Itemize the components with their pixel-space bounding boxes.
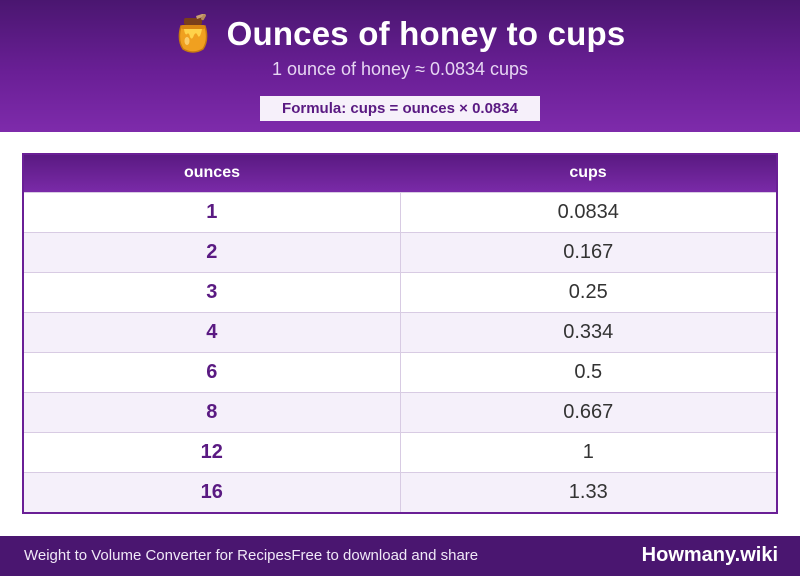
footer-bar: Weight to Volume Converter for RecipesFr… bbox=[0, 536, 800, 576]
table-header-row: ounces cups bbox=[24, 155, 776, 192]
cups-cell: 0.0834 bbox=[400, 191, 776, 232]
cups-cell: 0.334 bbox=[400, 311, 776, 352]
page-title: Ounces of honey to cups bbox=[226, 15, 626, 52]
ounces-cell: 6 bbox=[24, 351, 401, 392]
formula-box: Formula: cups = ounces × 0.0834 bbox=[260, 96, 540, 121]
cups-cell: 0.5 bbox=[400, 351, 776, 392]
table-row: 1 0.0834 bbox=[24, 191, 776, 232]
cups-cell: 0.167 bbox=[400, 231, 776, 272]
cups-cell: 0.25 bbox=[400, 271, 776, 312]
brand-logo-text[interactable]: Howmany.wiki bbox=[641, 544, 778, 566]
conversion-table-grid: ounces cups 1 0.0834 2 0.167 3 0.25 4 0.… bbox=[24, 155, 776, 512]
ounces-cell: 3 bbox=[24, 271, 401, 312]
conversion-table: ounces cups 1 0.0834 2 0.167 3 0.25 4 0.… bbox=[22, 153, 778, 514]
cups-cell: 1.33 bbox=[400, 471, 776, 512]
header-banner: Ounces of honey to cups 1 ounce of honey… bbox=[0, 0, 800, 132]
ounces-cell: 12 bbox=[24, 431, 401, 472]
cups-cell: 0.667 bbox=[400, 391, 776, 432]
footer-tagline: Weight to Volume Converter for RecipesFr… bbox=[24, 547, 479, 564]
column-header-cups: cups bbox=[400, 155, 776, 192]
title-row: Ounces of honey to cups bbox=[0, 14, 800, 54]
table-row: 3 0.25 bbox=[24, 271, 776, 312]
ounces-cell: 1 bbox=[24, 191, 401, 232]
column-header-ounces: ounces bbox=[24, 155, 400, 192]
ounces-cell: 8 bbox=[24, 391, 401, 432]
table-row: 6 0.5 bbox=[24, 351, 776, 392]
table-row: 16 1.33 bbox=[24, 471, 776, 512]
ounces-cell: 4 bbox=[24, 311, 401, 352]
table-row: 4 0.334 bbox=[24, 311, 776, 352]
ounces-cell: 16 bbox=[24, 471, 401, 512]
table-row: 8 0.667 bbox=[24, 391, 776, 432]
table-row: 12 1 bbox=[24, 431, 776, 472]
ounces-cell: 2 bbox=[24, 231, 401, 272]
cups-cell: 1 bbox=[400, 431, 776, 472]
page-subtitle: 1 ounce of honey ≈ 0.0834 cups bbox=[271, 59, 529, 79]
table-row: 2 0.167 bbox=[24, 231, 776, 272]
honey-pot-icon bbox=[175, 14, 211, 54]
